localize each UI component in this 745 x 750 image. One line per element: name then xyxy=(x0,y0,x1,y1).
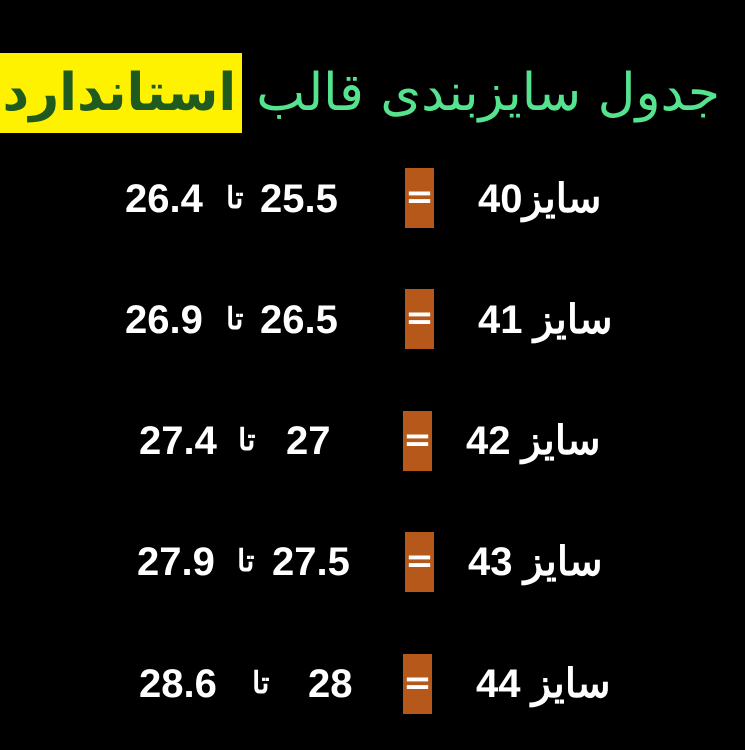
connector-text: تا xyxy=(237,545,255,578)
equals-box: = xyxy=(405,289,434,349)
size-from: 28 xyxy=(308,662,353,706)
page-title: جدول سایزبندی قالب استاندارد xyxy=(0,52,720,134)
equals-box: = xyxy=(405,168,434,228)
connector-text: تا xyxy=(226,182,244,215)
size-from: 27 xyxy=(286,419,331,463)
size-label: سایز 42 xyxy=(466,419,601,463)
title-text: جدول سایزبندی قالب xyxy=(256,63,720,123)
size-to: 28.6 xyxy=(139,662,217,706)
size-label: سایز 44 xyxy=(476,662,611,706)
size-row: 28.6 تا 28 = سایز 44 xyxy=(0,653,745,715)
connector-text: تا xyxy=(238,424,256,457)
size-to: 26.9 xyxy=(125,298,203,342)
size-row: 27.4 تا 27 = سایز 42 xyxy=(0,410,745,472)
size-row: 26.4 تا 25.5 = سایز40 xyxy=(0,168,745,230)
size-label: سایز 43 xyxy=(468,540,603,584)
size-label: سایز40 xyxy=(478,177,602,221)
size-from: 25.5 xyxy=(260,177,338,221)
size-to: 27.9 xyxy=(137,540,215,584)
size-from: 27.5 xyxy=(272,540,350,584)
size-row: 26.9 تا 26.5 = سایز 41 xyxy=(0,289,745,351)
equals-box: = xyxy=(403,654,432,714)
size-label: سایز 41 xyxy=(478,298,613,342)
equals-box: = xyxy=(405,532,434,592)
size-to: 27.4 xyxy=(139,419,217,463)
size-from: 26.5 xyxy=(260,298,338,342)
size-to: 26.4 xyxy=(125,177,203,221)
connector-text: تا xyxy=(252,667,270,700)
equals-box: = xyxy=(403,411,432,471)
size-row: 27.9 تا 27.5 = سایز 43 xyxy=(0,531,745,593)
connector-text: تا xyxy=(226,303,244,336)
title-highlight: استاندارد xyxy=(0,53,243,133)
